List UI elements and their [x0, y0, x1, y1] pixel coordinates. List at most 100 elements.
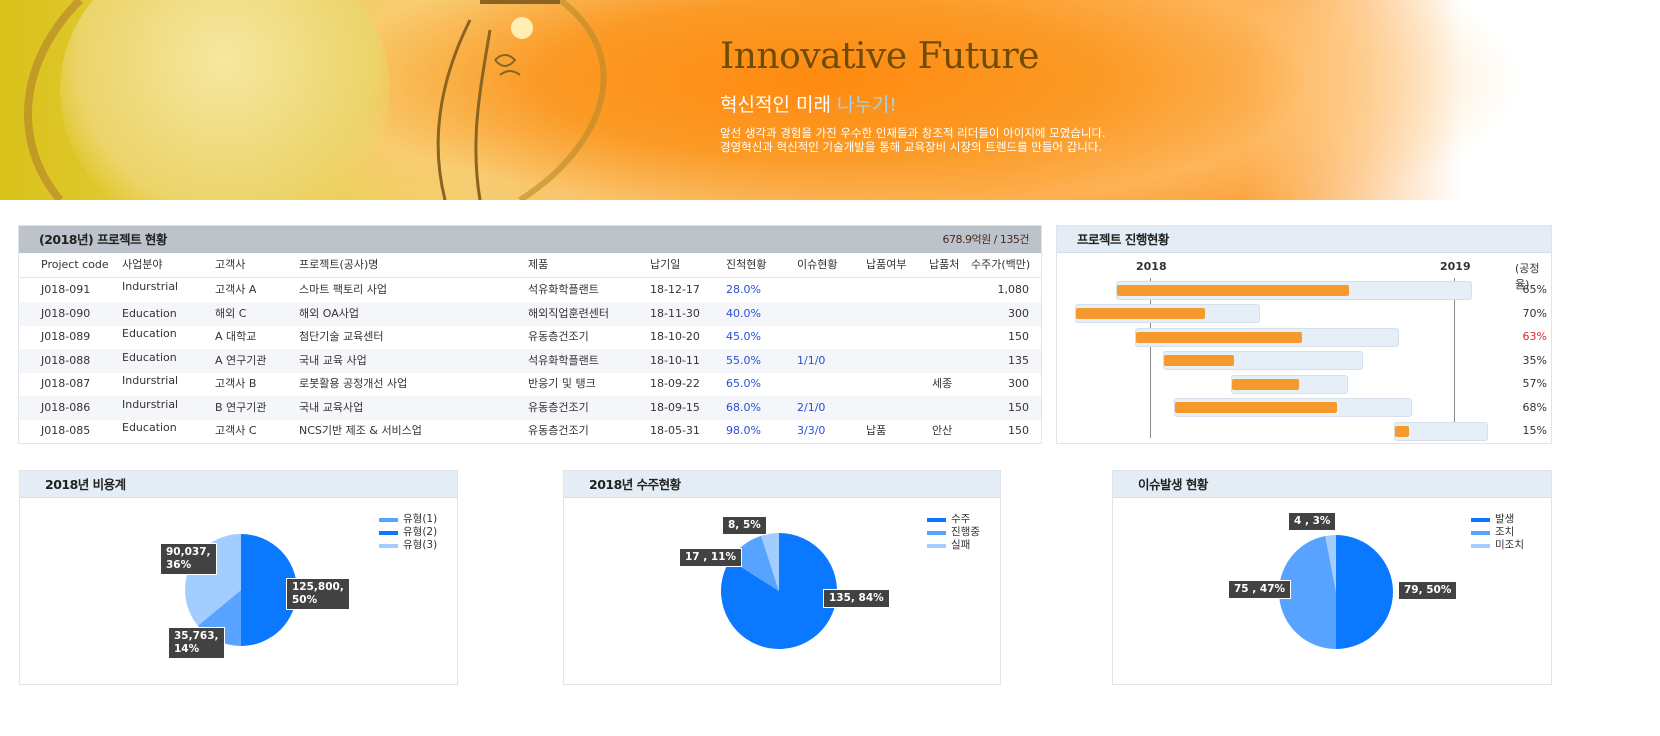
column-header[interactable]: 프로젝트(공사)명 [299, 258, 379, 271]
legend-item[interactable]: 유형(2) [379, 526, 437, 539]
pie-title: 2018년 비용계 [20, 471, 457, 498]
banner-title: Innovative Future [720, 36, 1039, 77]
legend-item[interactable]: 유형(3) [379, 539, 437, 552]
table-cell: J018-091 [41, 283, 91, 296]
column-header[interactable]: 납품처 [929, 258, 960, 271]
gantt-progress-label: 63% [1522, 330, 1547, 343]
gantt-bar-track[interactable] [1394, 421, 1489, 441]
gantt-progress-label: 68% [1522, 400, 1547, 414]
project-progress-gantt: 프로젝트 진행현황 2018 2019 (공정율) 65% 70% 63% 35% 57% 68… [1056, 225, 1552, 444]
table-cell: 28.0% [726, 283, 761, 296]
hero-banner: Innovative Future 혁신적인 미래 나누기! 앞선 생각과 경험… [0, 0, 1660, 200]
pie-data-label: 125,800, 50% [286, 578, 350, 610]
table-cell: 로봇활용 공정개선 사업 [299, 377, 408, 390]
column-header[interactable]: Project code [41, 258, 109, 271]
column-header[interactable]: 납기일 [650, 258, 681, 271]
legend-item[interactable]: 실패 [927, 539, 970, 552]
legend-item[interactable]: 발생 [1471, 513, 1514, 526]
table-cell: 국내 교육사업 [299, 400, 364, 414]
column-header[interactable]: 제품 [528, 258, 549, 271]
table-cell: B 연구기관 [215, 400, 267, 414]
gantt-progress-label: 35% [1522, 353, 1547, 367]
table-header-bar: (2018년) 프로젝트 현황 678.9억원 / 135건 [19, 226, 1041, 253]
table-cell: Education [122, 350, 177, 364]
banner-desc-1: 앞선 생각과 경험을 가진 우수한 인재들과 창조적 리더들이 아이지에 모였습… [720, 126, 1106, 140]
pie-data-label: 4 , 3% [1288, 512, 1337, 531]
legend-swatch [927, 543, 946, 548]
table-cell: A 연구기관 [215, 353, 267, 367]
table-cell: 고객사 B [215, 377, 257, 390]
cost-pie-panel: 2018년 비용계 [19, 470, 458, 685]
gantt-year-line [1454, 278, 1455, 438]
legend-label: 실패 [951, 539, 971, 551]
legend-item[interactable]: 미조치 [1471, 539, 1524, 552]
table-cell: 납품 [866, 424, 887, 437]
gantt-bar-progress [1395, 425, 1410, 437]
column-header[interactable]: 납품여부 [866, 258, 907, 271]
table-row[interactable]: J018-087 Indurstrial 고객사 B 로봇활용 공정개선 사업 반응기 … [19, 372, 1041, 396]
legend-label: 진행중 [951, 526, 980, 538]
pie-data-label: 17 , 11% [679, 548, 743, 567]
table-cell: 150 [1008, 330, 1029, 343]
table-cell: 첨단기술 교육센터 [299, 330, 384, 343]
legend-label: 발생 [1495, 513, 1515, 525]
legend-label: 미조치 [1495, 539, 1524, 551]
table-row[interactable]: J018-091 Indurstrial 고객사 A 스마트 팩토리 사업 석유화학플랜… [19, 278, 1041, 302]
subtitle-highlight: 나누기! [836, 94, 898, 116]
table-cell: 3/3/0 [797, 424, 826, 437]
table-cell: NCS기반 제조 & 서비스업 [299, 424, 422, 437]
gantt-bar-progress [1231, 378, 1299, 390]
gantt-bar-progress [1164, 355, 1235, 366]
legend-item[interactable]: 진행중 [927, 526, 980, 539]
table-cell: 고객사 C [215, 424, 257, 437]
pie-data-label: 75 , 47% [1228, 580, 1292, 599]
issues-pie-panel: 이슈발생 현황 [1112, 470, 1552, 685]
legend-swatch [1471, 517, 1490, 522]
table-cell: 55.0% [726, 353, 761, 367]
banner-desc-2: 경영혁신과 혁신적인 기술개발을 통해 교육장비 시장의 트렌드를 만들어 갑니… [720, 140, 1103, 154]
table-row[interactable]: J018-090 Education 해외 C 해외 OA사업 해외직업훈련센터 18-1… [19, 301, 1041, 326]
table-cell: 18-09-22 [650, 377, 700, 390]
table-cell: J018-089 [41, 330, 91, 343]
table-cell: 스마트 팩토리 사업 [299, 283, 387, 296]
legend-label: 수주 [951, 513, 971, 525]
table-cell: 45.0% [726, 330, 761, 343]
table-cell: 65.0% [726, 377, 761, 390]
gantt-progress-label: 15% [1522, 424, 1547, 437]
table-column-header: Project code 사업분야 고객사 프로젝트(공사)명 제품 납기일 진척현황 이슈현… [19, 253, 1041, 278]
table-row[interactable]: J018-085 Education 고객사 C NCS기반 제조 & 서비스업 유동층… [19, 419, 1041, 443]
legend-swatch [1471, 530, 1490, 535]
table-row[interactable]: J018-086 Indurstrial B 연구기관 국내 교육사업 유동층건조기 18… [19, 395, 1041, 420]
pie-title: 이슈발생 현황 [1113, 471, 1551, 498]
gantt-year-label: 2018 [1136, 260, 1167, 273]
legend-item[interactable]: 수주 [927, 513, 970, 526]
gantt-bar-progress [1076, 308, 1206, 319]
table-cell: 안산 [932, 424, 953, 437]
column-header[interactable]: 사업분야 [122, 258, 163, 271]
table-cell: 유동층건조기 [528, 400, 589, 414]
legend-label: 조치 [1495, 526, 1515, 538]
table-cell: Indurstrial [122, 374, 179, 387]
gantt-progress-header: (공정율) [1515, 262, 1540, 291]
table-row[interactable]: J018-089 Education A 대학교 첨단기술 교육센터 유동층건조기 18-… [19, 325, 1041, 349]
column-header[interactable]: 수주가(백만) [971, 258, 1031, 271]
table-cell: 300 [1008, 377, 1029, 390]
table-cell: 68.0% [726, 400, 761, 414]
column-header[interactable]: 진척현황 [726, 258, 767, 271]
table-cell: 1/1/0 [797, 353, 826, 367]
table-cell: 18-12-17 [650, 283, 700, 296]
table-row[interactable]: J018-088 Education A 연구기관 국내 교육 사업 석유화학플랜트 18… [19, 348, 1041, 373]
legend-item[interactable]: 유형(1) [379, 513, 437, 526]
column-header[interactable]: 이슈현황 [797, 258, 838, 271]
pie-data-label: 8, 5% [722, 516, 767, 535]
table-cell: J018-088 [41, 353, 91, 367]
pie-title: 2018년 수주현황 [564, 471, 1000, 498]
table-cell: 135 [1008, 353, 1029, 367]
table-cell: A 대학교 [215, 330, 257, 343]
table-cell: 해외직업훈련센터 [528, 306, 609, 320]
legend-item[interactable]: 조치 [1471, 526, 1514, 539]
table-cell: 98.0% [726, 424, 761, 437]
column-header[interactable]: 고객사 [215, 258, 246, 271]
gantt-bar-progress [1136, 331, 1303, 343]
table-cell: 고객사 A [215, 283, 257, 296]
